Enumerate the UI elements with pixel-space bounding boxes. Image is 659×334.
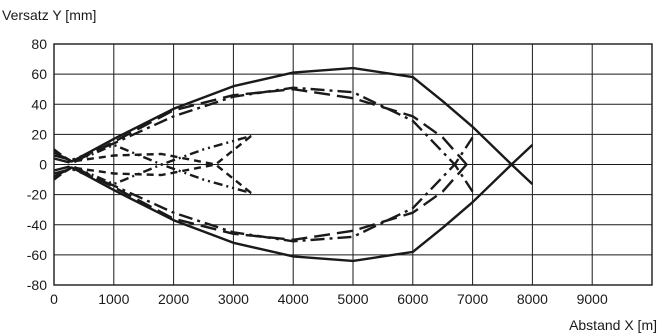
y-tick-label: -80	[27, 277, 47, 293]
x-tick-label: 3000	[218, 291, 249, 307]
plot-area	[53, 43, 653, 286]
series-1-solid-upper-line	[53, 66, 534, 166]
x-tick-label: 2000	[158, 291, 189, 307]
x-tick-label: 4000	[278, 291, 309, 307]
x-tick-label: 9000	[577, 291, 608, 307]
tick-labels: 0 1000 2000 3000 4000 5000 6000 7000 8000 9000 80 6…	[27, 36, 608, 307]
grid	[54, 44, 652, 285]
y-axis-label: Versatz Y [mm]	[2, 7, 96, 23]
y-tick-label: 60	[31, 66, 47, 82]
x-tick-label: 5000	[337, 291, 368, 307]
y-tick-label: 80	[31, 36, 47, 52]
y-tick-label: -60	[27, 247, 47, 263]
series-3-long-dash-upper-line	[53, 87, 468, 166]
series-3-long-dash-lower-line	[53, 163, 468, 242]
x-tick-label: 8000	[517, 291, 548, 307]
x-tick-label: 1000	[98, 291, 129, 307]
y-tick-label: 20	[31, 126, 47, 142]
y-tick-label: 0	[39, 157, 47, 173]
series-1-solid-lower-line	[53, 163, 534, 263]
y-tick-label: -20	[27, 187, 47, 203]
series-5-short-dash-upper-line	[53, 134, 253, 166]
y-tick-label: 40	[31, 96, 47, 112]
series-5-short-dash-lower-line	[53, 163, 253, 195]
x-axis-label: Abstand X [m]	[569, 317, 657, 333]
series-2-dash-dot-upper-line	[53, 86, 474, 166]
x-tick-label: 6000	[397, 291, 428, 307]
y-tick-label: -40	[27, 217, 47, 233]
x-tick-label: 7000	[457, 291, 488, 307]
series-lines	[53, 66, 534, 263]
x-tick-label: 0	[50, 291, 58, 307]
series-2-dash-dot-lower-line	[53, 163, 474, 243]
